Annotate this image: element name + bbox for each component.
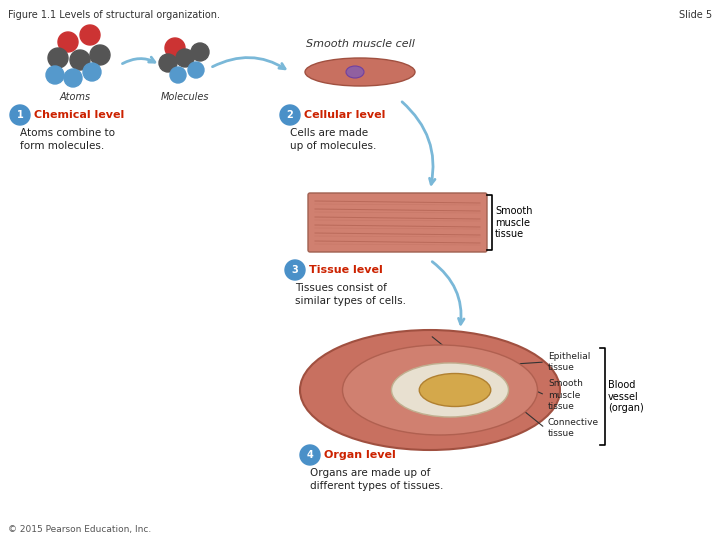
Circle shape bbox=[165, 38, 185, 58]
Text: Organ level: Organ level bbox=[324, 450, 396, 460]
Text: Molecules: Molecules bbox=[161, 92, 210, 102]
Circle shape bbox=[83, 63, 101, 81]
Text: 3: 3 bbox=[292, 265, 298, 275]
Text: 4: 4 bbox=[307, 450, 313, 460]
Circle shape bbox=[285, 260, 305, 280]
Ellipse shape bbox=[305, 58, 415, 86]
Text: Organs are made up of
different types of tissues.: Organs are made up of different types of… bbox=[310, 468, 444, 491]
Text: Smooth muscle cell: Smooth muscle cell bbox=[305, 39, 415, 49]
Text: Tissues consist of
similar types of cells.: Tissues consist of similar types of cell… bbox=[295, 283, 406, 306]
Text: Slide 5: Slide 5 bbox=[679, 10, 712, 20]
Circle shape bbox=[48, 48, 68, 68]
Ellipse shape bbox=[392, 363, 508, 417]
Circle shape bbox=[170, 67, 186, 83]
Text: Smooth
muscle
tissue: Smooth muscle tissue bbox=[548, 380, 583, 410]
Text: Connective
tissue: Connective tissue bbox=[548, 418, 599, 438]
Circle shape bbox=[70, 50, 90, 70]
Circle shape bbox=[64, 69, 82, 87]
Text: Figure 1.1 Levels of structural organization.: Figure 1.1 Levels of structural organiza… bbox=[8, 10, 220, 20]
Text: © 2015 Pearson Education, Inc.: © 2015 Pearson Education, Inc. bbox=[8, 525, 151, 534]
Text: Epithelial
tissue: Epithelial tissue bbox=[548, 352, 590, 372]
Circle shape bbox=[159, 54, 177, 72]
Circle shape bbox=[176, 49, 194, 67]
Ellipse shape bbox=[300, 330, 560, 450]
Ellipse shape bbox=[419, 374, 491, 407]
FancyBboxPatch shape bbox=[308, 193, 487, 252]
Circle shape bbox=[90, 45, 110, 65]
Text: Atoms combine to
form molecules.: Atoms combine to form molecules. bbox=[20, 128, 115, 151]
Ellipse shape bbox=[343, 345, 538, 435]
Circle shape bbox=[46, 66, 64, 84]
Circle shape bbox=[80, 25, 100, 45]
Text: Blood
vessel
(organ): Blood vessel (organ) bbox=[608, 380, 644, 413]
Circle shape bbox=[10, 105, 30, 125]
Circle shape bbox=[191, 43, 209, 61]
Circle shape bbox=[280, 105, 300, 125]
Text: Cellular level: Cellular level bbox=[304, 110, 385, 120]
Circle shape bbox=[300, 445, 320, 465]
Text: Atoms: Atoms bbox=[60, 92, 91, 102]
Circle shape bbox=[188, 62, 204, 78]
Circle shape bbox=[58, 32, 78, 52]
Text: 1: 1 bbox=[17, 110, 23, 120]
Text: Cells are made
up of molecules.: Cells are made up of molecules. bbox=[290, 128, 377, 151]
Text: 2: 2 bbox=[287, 110, 293, 120]
Text: Chemical level: Chemical level bbox=[34, 110, 125, 120]
Text: Smooth
muscle
tissue: Smooth muscle tissue bbox=[495, 206, 533, 239]
Ellipse shape bbox=[346, 66, 364, 78]
Text: Tissue level: Tissue level bbox=[309, 265, 383, 275]
